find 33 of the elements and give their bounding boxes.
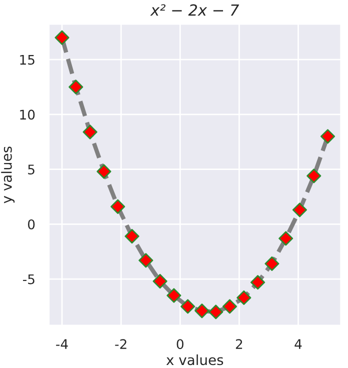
x-tick-label: -2 (115, 339, 126, 349)
point (236, 290, 252, 305)
point (124, 228, 140, 244)
point (278, 231, 294, 246)
point (208, 304, 224, 320)
x-axis-title: x values (166, 354, 224, 366)
y-tick-label: 0 (28, 219, 35, 230)
x-tick-label: 0 (176, 339, 184, 350)
y-tick-label: 15 (20, 54, 34, 65)
point (96, 164, 112, 179)
point (222, 299, 238, 314)
point (82, 124, 98, 140)
y-tick-label: 10 (20, 110, 35, 120)
point (194, 304, 210, 318)
x-tick-label: -4 (56, 339, 68, 349)
y-axis-title: y values (1, 146, 15, 204)
point (54, 30, 70, 45)
chart-title: x² − 2x − 7 (150, 4, 240, 16)
point (138, 253, 154, 268)
y-tick-label: -5 (23, 274, 34, 284)
x-tick-label: 2 (236, 339, 242, 349)
point (306, 168, 322, 184)
point (292, 202, 307, 218)
point (264, 256, 280, 271)
point (166, 288, 182, 303)
point (320, 129, 336, 144)
x-tick-label: 4 (294, 339, 302, 349)
point (110, 199, 126, 214)
y-tick-label: 5 (28, 164, 34, 175)
point (152, 274, 168, 289)
point (68, 80, 84, 94)
point (180, 299, 196, 314)
point (250, 275, 266, 290)
